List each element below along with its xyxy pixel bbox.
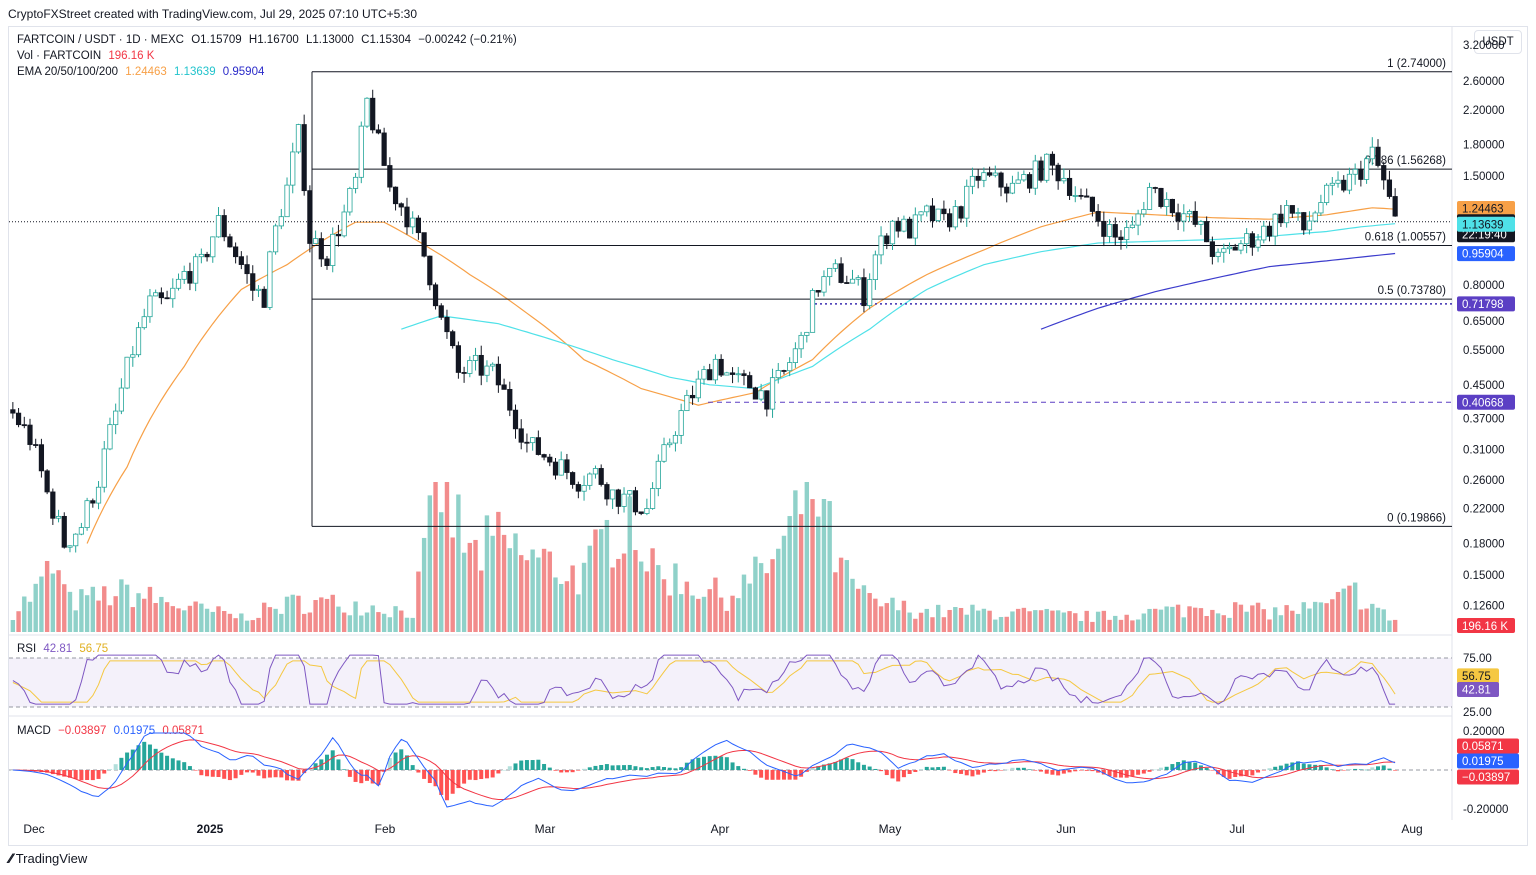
ohlc-open: O1.15709 xyxy=(191,34,242,46)
ema-legend[interactable]: EMA 20/50/100/200 1.24463 1.13639 0.9590… xyxy=(17,66,268,78)
ohlc-low: L1.13000 xyxy=(305,34,354,46)
macd-label: MACD xyxy=(17,725,51,737)
tradingview-brand[interactable]: ⁄⁄ TradingView xyxy=(9,850,87,866)
rsi-legend[interactable]: RSI 42.81 56.75 xyxy=(17,643,112,655)
tradingview-logo-icon: ⁄⁄ xyxy=(9,850,13,866)
macd-hist-value: −0.03897 xyxy=(58,725,107,737)
volume-label: Vol · FARTCOIN xyxy=(17,50,102,62)
ema-label: EMA 20/50/100/200 xyxy=(17,66,119,78)
volume-legend[interactable]: Vol · FARTCOIN 196.16 K xyxy=(17,50,158,62)
ohlc-close: C1.15304 xyxy=(361,34,412,46)
brand-name: TradingView xyxy=(15,850,88,866)
attribution-text: CryptoFXStreet created with TradingView.… xyxy=(8,7,417,21)
price-change: −0.00242 (−0.21%) xyxy=(418,34,517,46)
rsi-value: 42.81 xyxy=(43,643,73,655)
macd-line-value: 0.01975 xyxy=(113,725,156,737)
symbol-title: FARTCOIN / USDT · 1D · MEXC xyxy=(17,34,184,46)
chart-frame xyxy=(8,26,1528,846)
rsi-ma-value: 56.75 xyxy=(79,643,109,655)
ohlc-high: H1.16700 xyxy=(248,34,299,46)
macd-legend[interactable]: MACD −0.03897 0.01975 0.05871 xyxy=(17,725,208,737)
ema200-value: 0.95904 xyxy=(222,66,265,78)
ema100-value: 1.13639 xyxy=(174,66,216,78)
currency-unit-button[interactable]: USDT xyxy=(1474,30,1522,54)
ema50-value: 1.24463 xyxy=(125,66,167,78)
rsi-label: RSI xyxy=(17,643,37,655)
macd-signal-value: 0.05871 xyxy=(162,725,204,737)
volume-value: 196.16 K xyxy=(108,50,155,62)
symbol-legend[interactable]: FARTCOIN / USDT · 1D · MEXC O1.15709 H1.… xyxy=(17,34,521,46)
